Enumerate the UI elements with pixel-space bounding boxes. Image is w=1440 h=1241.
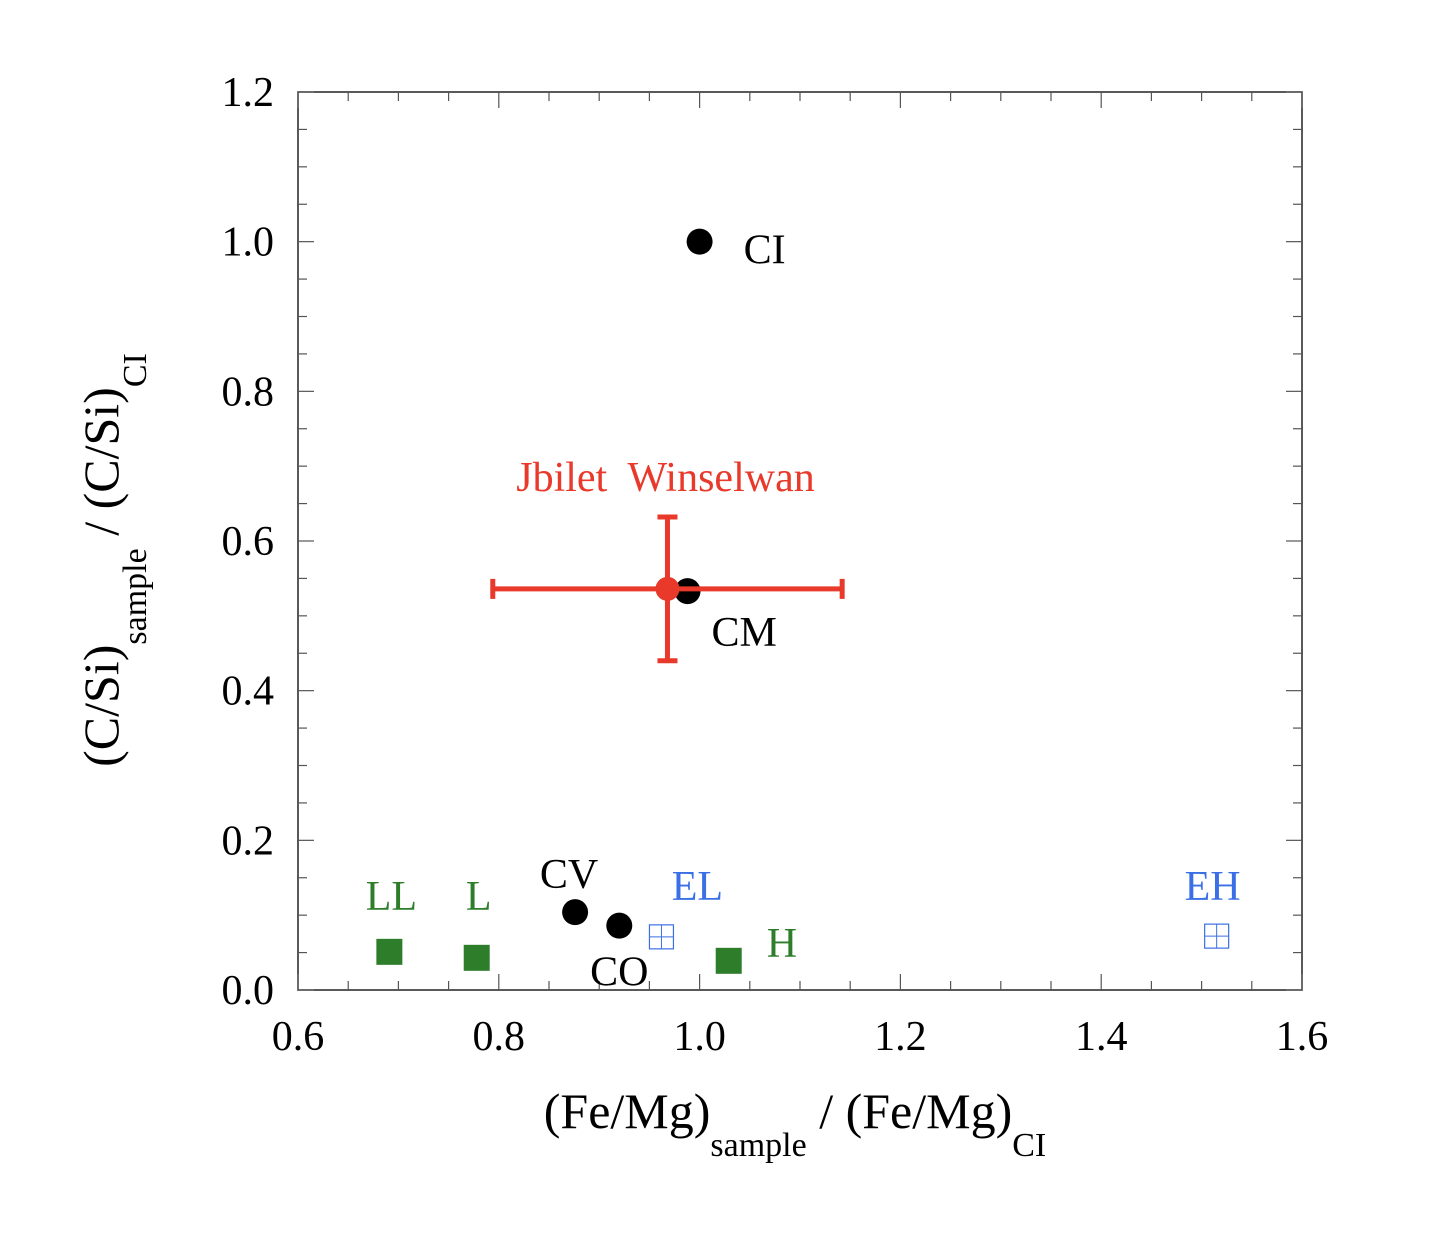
point-el	[648, 924, 675, 950]
y-tick-label: 0.0	[222, 968, 275, 1014]
y-tick-label: 1.2	[222, 70, 275, 116]
point-l	[463, 944, 490, 971]
y-tick-label: 0.4	[222, 669, 275, 715]
sample-marker	[655, 576, 680, 601]
y-axis-label: (C/Si)sample / (C/Si)CI	[73, 353, 154, 767]
point-label: H	[767, 921, 797, 967]
x-tick-label: 1.4	[1075, 1014, 1128, 1060]
point-eh	[1204, 923, 1230, 949]
point-label: L	[466, 874, 492, 920]
y-tick-label: 0.6	[222, 519, 275, 565]
sample-point: Jbilet Winselwan	[490, 455, 845, 664]
point-label: CM	[712, 610, 777, 656]
point-ll	[376, 938, 403, 965]
point-label: CI	[744, 228, 786, 274]
x-tick-label: 1.0	[673, 1014, 726, 1060]
point-label: EL	[672, 864, 723, 910]
x-tick-label: 0.6	[272, 1014, 325, 1060]
x-tick-label: 1.6	[1276, 1014, 1329, 1060]
x-axis-label: (Fe/Mg)sample / (Fe/Mg)CI	[544, 1083, 1047, 1164]
point-co	[606, 912, 633, 939]
point-ci	[686, 228, 713, 255]
point-h	[715, 947, 742, 974]
y-tick-label: 1.0	[222, 220, 275, 266]
point-label: EH	[1185, 864, 1241, 910]
y-tick-label: 0.8	[222, 369, 275, 415]
plot-frame	[297, 91, 1303, 991]
plot-axes: 0.6 0.8 1.0 1.2 1.4 1.6 0.0 0.2 0.4 0.6 0.8 1.0 1.2	[222, 70, 1329, 1060]
y-tick-label: 0.2	[222, 818, 275, 864]
sample-label: Jbilet Winselwan	[516, 455, 815, 501]
point-cv	[562, 899, 589, 926]
point-label: CO	[590, 950, 648, 996]
x-tick-label: 1.2	[874, 1014, 927, 1060]
point-label: CV	[540, 852, 598, 898]
x-tick-label: 0.8	[473, 1014, 526, 1060]
point-label: LL	[366, 874, 417, 920]
